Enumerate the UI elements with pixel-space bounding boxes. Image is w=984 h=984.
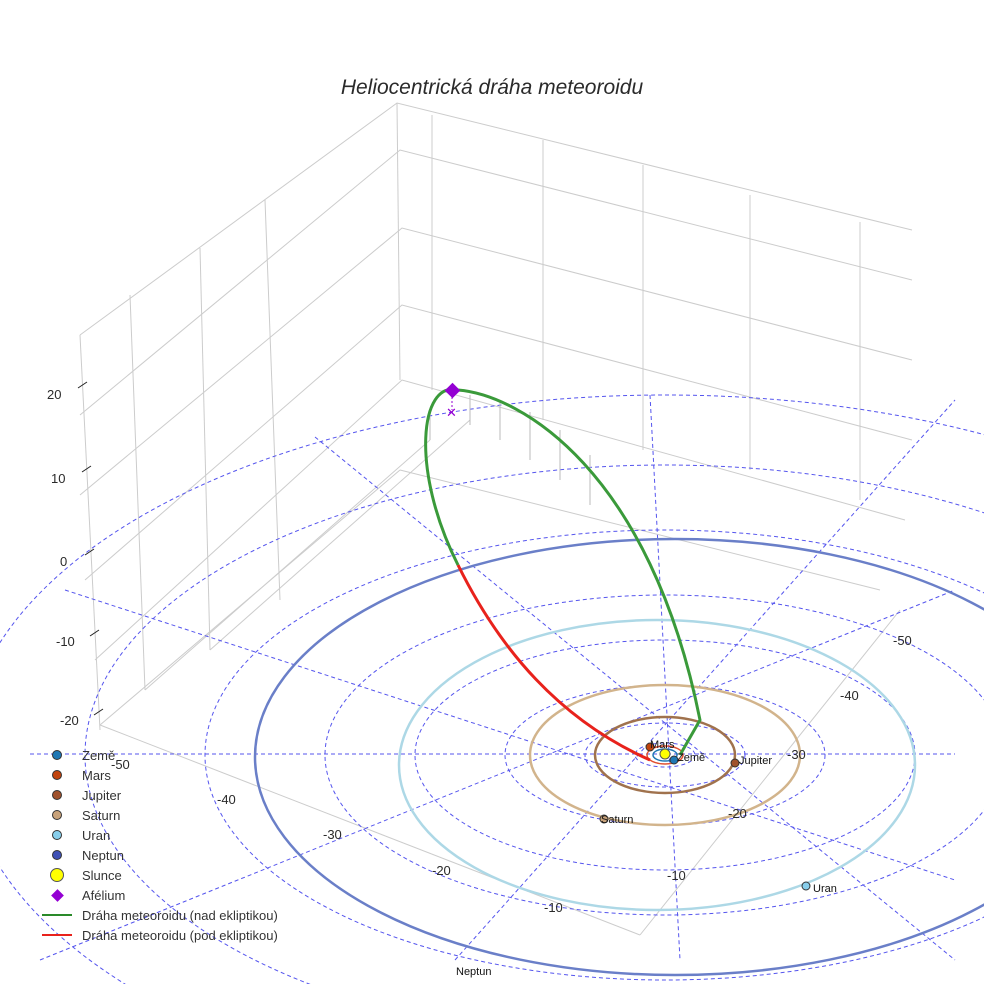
z-tick: -20: [60, 713, 79, 728]
earth-marker-icon: [52, 750, 62, 760]
legend-item-saturn[interactable]: Saturn: [40, 805, 278, 825]
y-tick: -30: [787, 747, 806, 762]
z-tick: -10: [56, 634, 75, 649]
neptune-marker-icon: [52, 850, 62, 860]
red-line-icon: [42, 934, 72, 936]
planet-orbits: [253, 537, 984, 977]
uranus-marker-icon: [52, 830, 62, 840]
saturn-marker: [599, 814, 609, 824]
y-tick: -40: [840, 688, 859, 703]
saturn-orbit: [528, 683, 802, 827]
y-tick: -50: [893, 633, 912, 648]
earth-marker: [669, 755, 679, 765]
jupiter-orbit: [593, 715, 737, 795]
z-tick: 10: [51, 471, 65, 486]
x-tick: -10: [544, 900, 563, 915]
x-tick: -30: [323, 827, 342, 842]
jupiter-marker: [730, 758, 740, 768]
aphelion-projection-icon: ✕: [446, 405, 457, 420]
legend: Země Mars Jupiter Saturn Uran Neptun Slu…: [40, 745, 278, 945]
uranus-orbit: [397, 618, 917, 912]
meteoroid-orbit-above: [424, 387, 702, 756]
mars-marker-icon: [52, 770, 62, 780]
y-tick: -10: [667, 868, 686, 883]
chart-title: Heliocentrická dráha meteoroidu: [340, 76, 644, 99]
legend-item-aphelion[interactable]: Afélium: [40, 885, 278, 905]
uranus-marker: [801, 881, 811, 891]
legend-item-mars[interactable]: Mars: [40, 765, 278, 785]
z-tick: 0: [60, 554, 67, 569]
legend-item-earth[interactable]: Země: [40, 745, 278, 765]
legend-item-neptune[interactable]: Neptun: [40, 845, 278, 865]
y-tick: -20: [728, 806, 747, 821]
label-earth: Země: [677, 752, 705, 764]
legend-item-orbit-above[interactable]: Dráha meteoroidu (nad ekliptikou): [40, 905, 278, 925]
x-tick: -40: [217, 792, 236, 807]
jupiter-marker-icon: [52, 790, 62, 800]
label-neptune: Neptun: [456, 966, 491, 978]
mars-orbit: [646, 745, 684, 765]
x-tick: -20: [432, 863, 451, 878]
x-tick: -50: [111, 757, 130, 772]
sun-marker-icon: [50, 868, 64, 882]
label-uranus: Uran: [813, 883, 837, 895]
ecliptic-grid: [0, 394, 984, 984]
box-grid: [79, 102, 913, 936]
legend-item-uranus[interactable]: Uran: [40, 825, 278, 845]
label-saturn: Saturn: [601, 814, 633, 826]
legend-item-sun[interactable]: Slunce: [40, 865, 278, 885]
legend-item-jupiter[interactable]: Jupiter: [40, 785, 278, 805]
sun-marker: [659, 748, 671, 760]
saturn-marker-icon: [52, 810, 62, 820]
z-axis: [77, 381, 104, 716]
mars-marker: [645, 742, 655, 752]
green-line-icon: [42, 914, 72, 916]
diamond-icon: [50, 888, 64, 902]
label-mars: Mars: [650, 739, 675, 751]
label-jupiter: Jupiter: [739, 755, 772, 767]
neptune-orbit: [253, 537, 984, 977]
z-tick: 20: [47, 387, 61, 402]
meteoroid-orbit-below: [456, 564, 651, 762]
legend-item-orbit-below[interactable]: Dráha meteoroidu (pod ekliptikou): [40, 925, 278, 945]
